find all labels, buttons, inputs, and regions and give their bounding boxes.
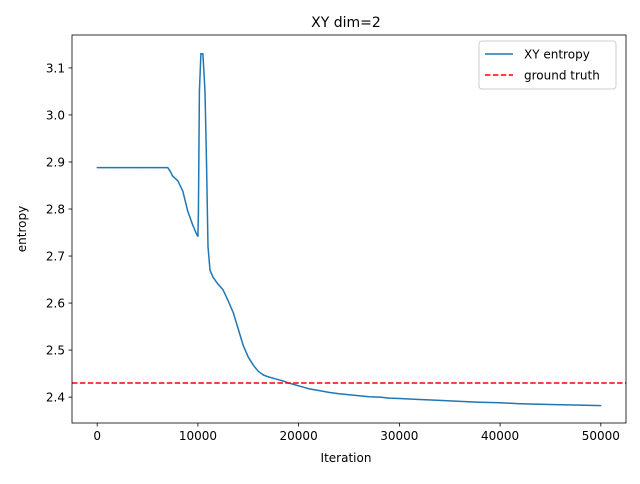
chart-title: XY dim=2	[311, 15, 381, 31]
xy-entropy-point	[358, 395, 360, 397]
xy-entropy-point	[539, 403, 541, 405]
xy-entropy-point	[205, 161, 208, 163]
y-tick-label: 2.8	[46, 203, 65, 217]
xy-entropy-point	[479, 401, 481, 403]
xy-entropy-point	[237, 328, 239, 330]
x-tick-label: 50000	[582, 429, 620, 443]
xy-entropy-point	[232, 311, 234, 314]
xy-entropy-point	[212, 276, 214, 278]
xy-entropy-point	[600, 404, 602, 407]
xy-entropy-point	[368, 396, 370, 398]
xy-entropy-point	[96, 167, 98, 169]
y-tick-label: 2.6	[46, 297, 65, 311]
xy-entropy-point	[197, 235, 199, 237]
xy-entropy-point	[247, 356, 249, 358]
xy-entropy-point	[192, 224, 194, 227]
x-tick-label: 40000	[481, 429, 519, 443]
xy-entropy-point	[580, 404, 582, 406]
xy-entropy-point	[277, 379, 280, 381]
xy-entropy-point	[293, 383, 295, 386]
xy-entropy-point	[272, 377, 275, 379]
y-tick-label: 2.9	[46, 155, 65, 169]
xy-entropy-point	[439, 399, 441, 402]
xy-entropy-point	[499, 402, 501, 404]
xy-entropy-point	[202, 53, 204, 55]
legend-label-xy-entropy: XY entropy	[524, 48, 590, 62]
xy-entropy-point	[217, 283, 219, 285]
x-tick-label: 30000	[380, 429, 418, 443]
xy-entropy-point	[318, 389, 320, 392]
x-tick-label: 20000	[280, 429, 318, 443]
xy-entropy-point	[459, 400, 461, 402]
xy-entropy-point	[204, 90, 206, 93]
y-axis: 2.4 2.5 2.6 2.7 2.8 2.9 3.0 3.1	[46, 61, 72, 405]
xy-entropy-point	[200, 53, 202, 55]
x-axis-label: Iteration	[321, 451, 372, 465]
plot-area	[71, 34, 627, 424]
xy-entropy-point	[348, 394, 350, 396]
xy-entropy-point	[398, 397, 400, 400]
y-tick-label: 2.5	[46, 344, 65, 358]
xy-entropy-point	[418, 398, 421, 401]
xy-entropy-point	[182, 190, 184, 192]
xy-entropy-point	[308, 388, 310, 390]
y-tick-label: 3.0	[46, 108, 65, 122]
x-tick-label: 10000	[179, 429, 217, 443]
xy-entropy-point	[187, 210, 189, 212]
xy-entropy-point	[338, 393, 340, 395]
legend-box	[478, 40, 617, 90]
xy-entropy-point	[198, 90, 201, 93]
xy-entropy-point	[388, 397, 390, 399]
xy-entropy-point	[169, 169, 171, 172]
xy-entropy-point	[177, 180, 179, 182]
xy-entropy-point	[262, 374, 264, 376]
legend: XY entropy ground truth	[478, 40, 617, 90]
xy-entropy-point	[519, 403, 521, 405]
y-axis-label: entropy	[15, 206, 29, 252]
plot-frame	[71, 34, 627, 424]
series-layer	[72, 53, 626, 407]
xy-entropy-point	[157, 167, 159, 169]
xy-entropy-point	[257, 370, 259, 372]
legend-label-ground-truth: ground truth	[524, 69, 600, 83]
xy-entropy-point	[282, 380, 285, 382]
xy-entropy-point	[227, 300, 229, 302]
xy-entropy-point	[378, 396, 380, 398]
x-axis: 0 10000 20000 30000 40000 50000	[93, 423, 620, 443]
y-tick-label: 3.1	[46, 61, 65, 75]
xy-entropy-point	[196, 234, 198, 236]
xy-entropy-point	[267, 376, 270, 378]
xy-entropy-point	[209, 269, 211, 271]
xy-entropy-point	[172, 175, 174, 177]
xy-entropy-point	[167, 167, 169, 169]
y-tick-label: 2.7	[46, 250, 65, 264]
xy-entropy-point	[328, 391, 330, 394]
xy-entropy-point	[252, 364, 254, 366]
xy-entropy-point	[559, 404, 562, 406]
xy-entropy-point	[242, 344, 244, 346]
xy-entropy-point	[197, 213, 200, 215]
xy-entropy-point	[298, 385, 300, 387]
y-tick-label: 2.4	[46, 391, 65, 405]
xy-entropy-point	[222, 289, 224, 291]
x-tick-label: 0	[93, 429, 101, 443]
xy-entropy-point	[207, 246, 209, 248]
xy-entropy-point	[136, 167, 139, 169]
xy-entropy-point	[116, 167, 118, 169]
